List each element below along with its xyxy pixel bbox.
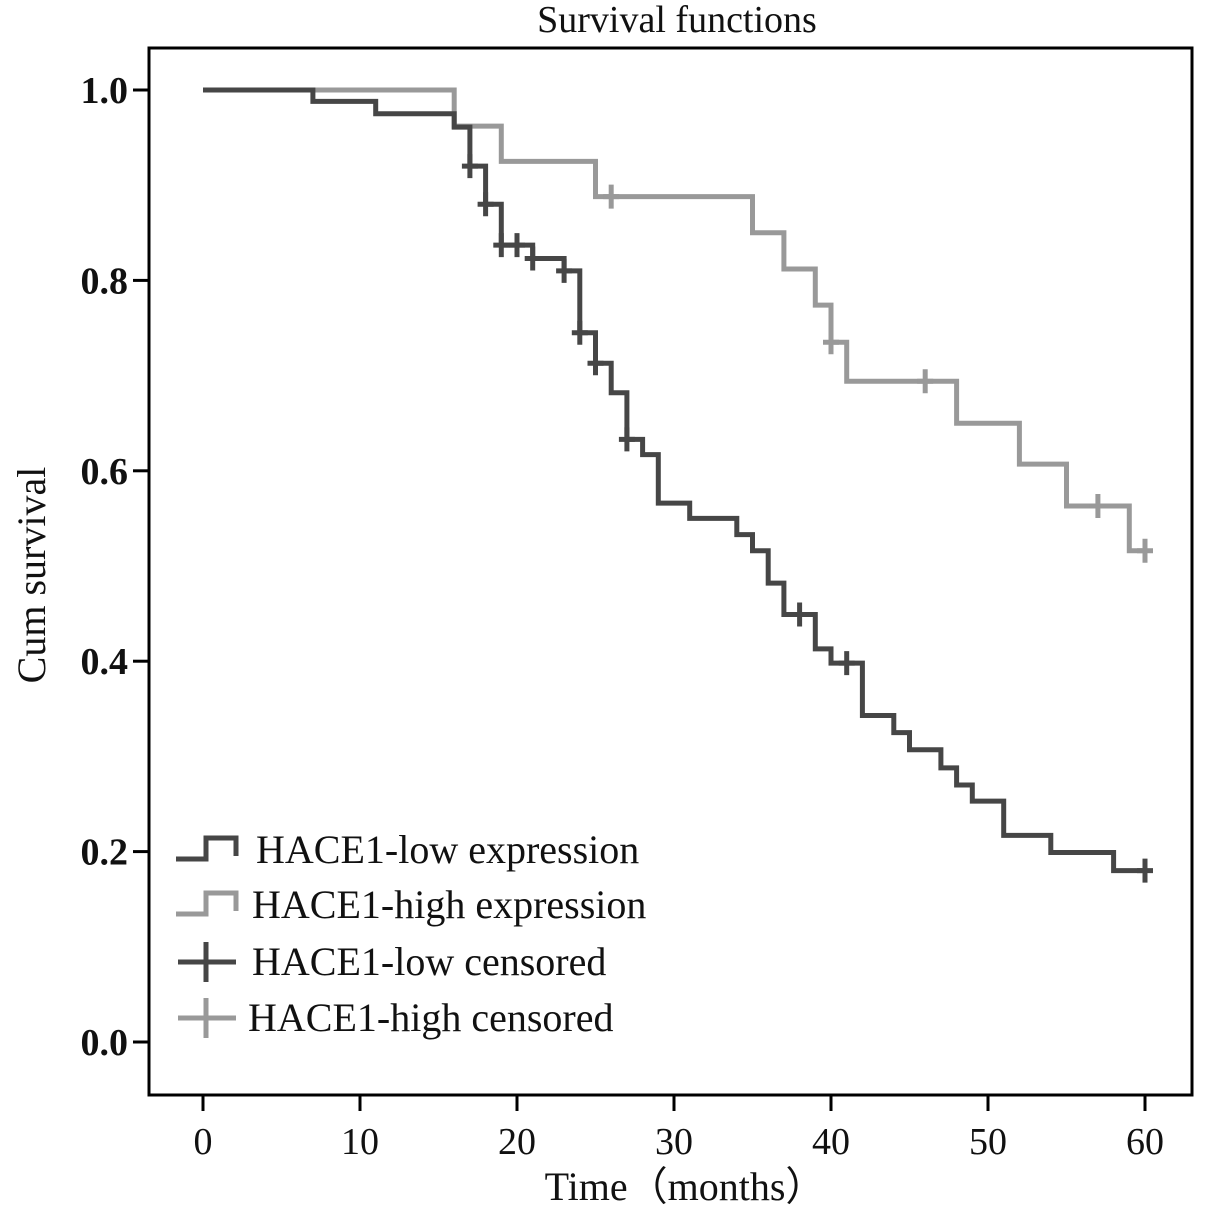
x-tick-label: 0 xyxy=(194,1121,213,1163)
x-tick-label: 50 xyxy=(969,1121,1007,1163)
x-tick-label: 60 xyxy=(1126,1121,1164,1163)
legend-censor-icon xyxy=(178,998,236,1038)
x-tick-label: 30 xyxy=(655,1121,693,1163)
x-axis: 0 10 20 30 40 50 60 xyxy=(194,1095,1164,1163)
y-tick-label: 1.0 xyxy=(81,70,129,112)
y-tick-label: 0.8 xyxy=(81,260,129,302)
censor-mark xyxy=(509,233,525,258)
x-tick-label: 10 xyxy=(341,1121,379,1163)
survival-curve-high xyxy=(203,87,1145,554)
series-group xyxy=(203,87,1153,883)
y-axis: 0.0 0.2 0.4 0.6 0.8 1.0 xyxy=(81,70,149,1064)
y-tick-label: 0.4 xyxy=(81,641,129,683)
y-tick-label: 0.6 xyxy=(81,451,129,493)
censor-mark xyxy=(587,351,604,376)
censor-mark xyxy=(556,258,573,283)
censor-mark xyxy=(461,154,478,179)
legend-line-icon xyxy=(176,890,239,917)
censor-mark xyxy=(603,184,620,209)
legend-label: HACE1-low censored xyxy=(252,939,606,984)
plot-frame xyxy=(147,46,1194,1097)
y-tick-label: 0.2 xyxy=(81,832,129,874)
chart-title: Survival functions xyxy=(537,0,817,41)
censor-mark xyxy=(823,330,839,355)
x-tick-label: 20 xyxy=(498,1121,536,1163)
legend-label: HACE1-high expression xyxy=(252,882,646,927)
legend: HACE1-low expression HACE1-high expressio… xyxy=(176,827,646,1040)
censor-mark xyxy=(791,602,808,627)
x-tick-label: 40 xyxy=(812,1121,850,1163)
censor-mark xyxy=(838,651,855,676)
censor-mark xyxy=(1137,538,1153,563)
censor-mark xyxy=(1089,494,1106,519)
censor-mark xyxy=(1137,858,1153,883)
x-axis-label: Time（months） xyxy=(545,1164,826,1207)
y-axis-label: Cum survival xyxy=(9,467,54,684)
survival-curve-low xyxy=(203,87,1145,874)
y-tick-label: 0.0 xyxy=(81,1022,129,1064)
censor-mark xyxy=(477,192,494,217)
legend-label: HACE1-high censored xyxy=(248,995,613,1040)
censor-mark xyxy=(493,233,510,258)
censor-mark xyxy=(618,427,635,452)
legend-label: HACE1-low expression xyxy=(256,827,639,872)
censor-mark xyxy=(917,369,934,394)
legend-line-icon xyxy=(176,835,239,862)
censor-mark xyxy=(571,320,588,345)
censor-mark xyxy=(524,246,541,271)
legend-censor-icon xyxy=(178,942,236,982)
